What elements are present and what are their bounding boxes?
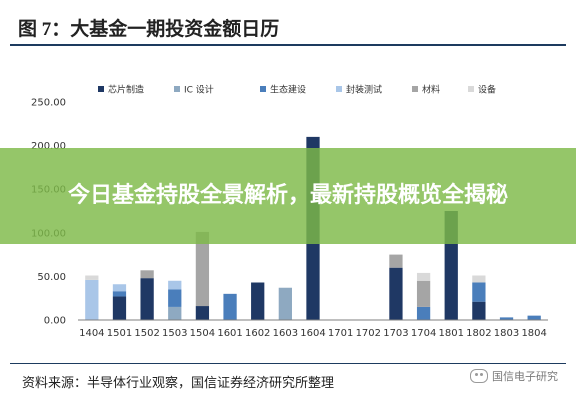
legend-swatch bbox=[98, 86, 104, 92]
bar-segment bbox=[85, 279, 99, 320]
x-tick-label: 1601 bbox=[217, 328, 242, 339]
x-tick-label: 1703 bbox=[383, 328, 408, 339]
bar-segment bbox=[85, 275, 99, 280]
x-tick-label: 1701 bbox=[328, 328, 353, 339]
x-tick-label: 1502 bbox=[134, 328, 159, 339]
bar-segment bbox=[195, 306, 210, 320]
watermark-text: 国信电子研究 bbox=[492, 370, 558, 383]
legend-swatch bbox=[174, 86, 180, 92]
legend-swatch bbox=[336, 86, 342, 92]
bar-segment bbox=[416, 272, 431, 281]
legend-label: 生态建设 bbox=[270, 84, 306, 96]
bar-segment bbox=[472, 282, 486, 302]
bar-segment bbox=[527, 315, 541, 320]
x-tick-label: 1603 bbox=[273, 328, 298, 339]
title-divider bbox=[10, 44, 566, 46]
bar-segment bbox=[416, 306, 431, 320]
y-tick-label: 250.00 bbox=[31, 98, 66, 109]
x-tick-label: 1704 bbox=[411, 328, 436, 339]
bar-segment bbox=[195, 231, 210, 307]
x-tick-label: 1802 bbox=[466, 328, 491, 339]
y-tick-label: 50.00 bbox=[37, 272, 66, 283]
bar-segment bbox=[251, 282, 265, 320]
bar-segment bbox=[389, 254, 403, 268]
legend-label: 封装测试 bbox=[346, 84, 382, 96]
source-note: 资料来源：半导体行业观察，国信证券经济研究所整理 bbox=[22, 375, 335, 390]
x-tick-label: 1404 bbox=[79, 328, 104, 339]
x-tick-label: 1702 bbox=[356, 328, 381, 339]
bar-segment bbox=[278, 287, 292, 320]
x-tick-label: 1804 bbox=[521, 328, 546, 339]
x-tick-label: 1504 bbox=[190, 328, 215, 339]
bar-segment bbox=[112, 284, 127, 292]
bar-segment bbox=[140, 270, 154, 279]
bar-segment bbox=[223, 293, 237, 320]
source-divider bbox=[10, 363, 566, 364]
x-tick-label: 1501 bbox=[107, 328, 132, 339]
legend-label: IC 设计 bbox=[184, 84, 214, 96]
legend-label: 芯片制造 bbox=[108, 84, 144, 96]
bar-segment bbox=[389, 267, 403, 320]
x-tick-label: 1503 bbox=[162, 328, 187, 339]
wechat-icon bbox=[470, 369, 488, 383]
bar-segment bbox=[472, 275, 486, 283]
legend-swatch bbox=[260, 86, 266, 92]
bar-segment bbox=[168, 306, 182, 320]
legend-swatch bbox=[468, 86, 474, 92]
bar-segment bbox=[140, 278, 154, 320]
x-tick-label: 1803 bbox=[494, 328, 519, 339]
page-title: 图 7：大基金一期投资金额日历 bbox=[18, 19, 280, 40]
x-axis: 1404 1501 1502 1503 1504 1601 1602 1603 1604 1701… bbox=[78, 319, 548, 339]
legend-swatch bbox=[412, 86, 418, 92]
y-tick-label: 0.00 bbox=[44, 316, 66, 327]
bar-segment bbox=[472, 301, 486, 320]
watermark: 国信电子研究 bbox=[470, 368, 558, 384]
x-tick-label: 1801 bbox=[439, 328, 464, 339]
bar-segment bbox=[416, 280, 431, 307]
banner-text: 今日基金持股全景解析，最新持股概览全揭秘 bbox=[67, 183, 508, 208]
bar-segment bbox=[168, 280, 182, 290]
chart-legend: 芯片制造 IC 设计 生态建设 封装测试 材料 设备 bbox=[98, 84, 496, 96]
x-tick-label: 1604 bbox=[300, 328, 325, 339]
bar-segment bbox=[499, 317, 514, 320]
y-tick-label: 200.00 bbox=[31, 141, 66, 152]
legend-label: 设备 bbox=[478, 84, 496, 96]
overlay-banner: 今日基金持股全景解析，最新持股概览全揭秘 bbox=[0, 148, 576, 244]
legend-label: 材料 bbox=[422, 84, 440, 96]
bar-segment bbox=[112, 291, 127, 297]
bar-segment bbox=[112, 296, 127, 320]
bar-segment bbox=[168, 289, 182, 307]
x-tick-label: 1602 bbox=[245, 328, 270, 339]
